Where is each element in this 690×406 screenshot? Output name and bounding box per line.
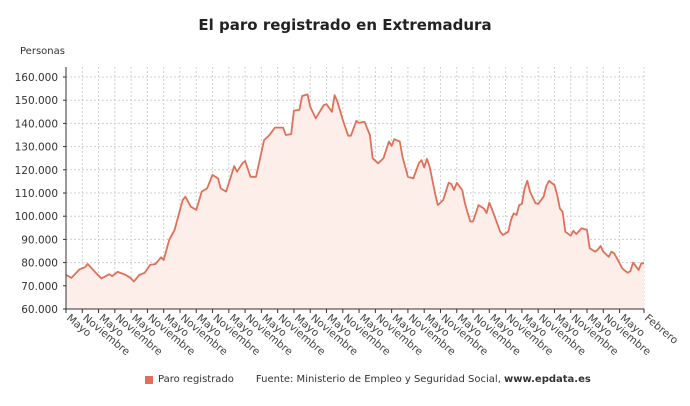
y-tick-label: 90.000: [21, 234, 58, 246]
legend-swatch: [145, 375, 153, 384]
source-note: Fuente: Ministerio de Empleo y Seguridad…: [256, 374, 591, 385]
chart-title: El paro registrado en Extremadura: [198, 16, 492, 34]
legend: Paro registrado Fuente: Ministerio de Em…: [145, 374, 591, 385]
series-line: [65, 93, 644, 283]
y-tick-label: 120.000: [15, 165, 58, 177]
y-tick-label: 110.000: [15, 188, 58, 200]
y-tick-label: 70.000: [21, 281, 58, 293]
source-text: Fuente: Ministerio de Empleo y Seguridad…: [255, 374, 505, 385]
source-site: www.epdata.es: [504, 374, 591, 385]
y-tick-label: 150.000: [15, 95, 58, 107]
y-tick-label: 160.000: [15, 72, 58, 84]
y-tick-label: 130.000: [15, 142, 58, 154]
y-tick-label: 140.000: [15, 118, 58, 130]
y-axis-label: Personas: [20, 46, 65, 57]
legend-label: Paro registrado: [158, 374, 234, 385]
y-tick-label: 100.000: [15, 211, 58, 223]
y-tick-label: 60.000: [21, 304, 58, 316]
series-area: [66, 94, 644, 310]
y-tick-label: 80.000: [21, 258, 58, 270]
x-tick-label: Febrero: [642, 312, 680, 347]
